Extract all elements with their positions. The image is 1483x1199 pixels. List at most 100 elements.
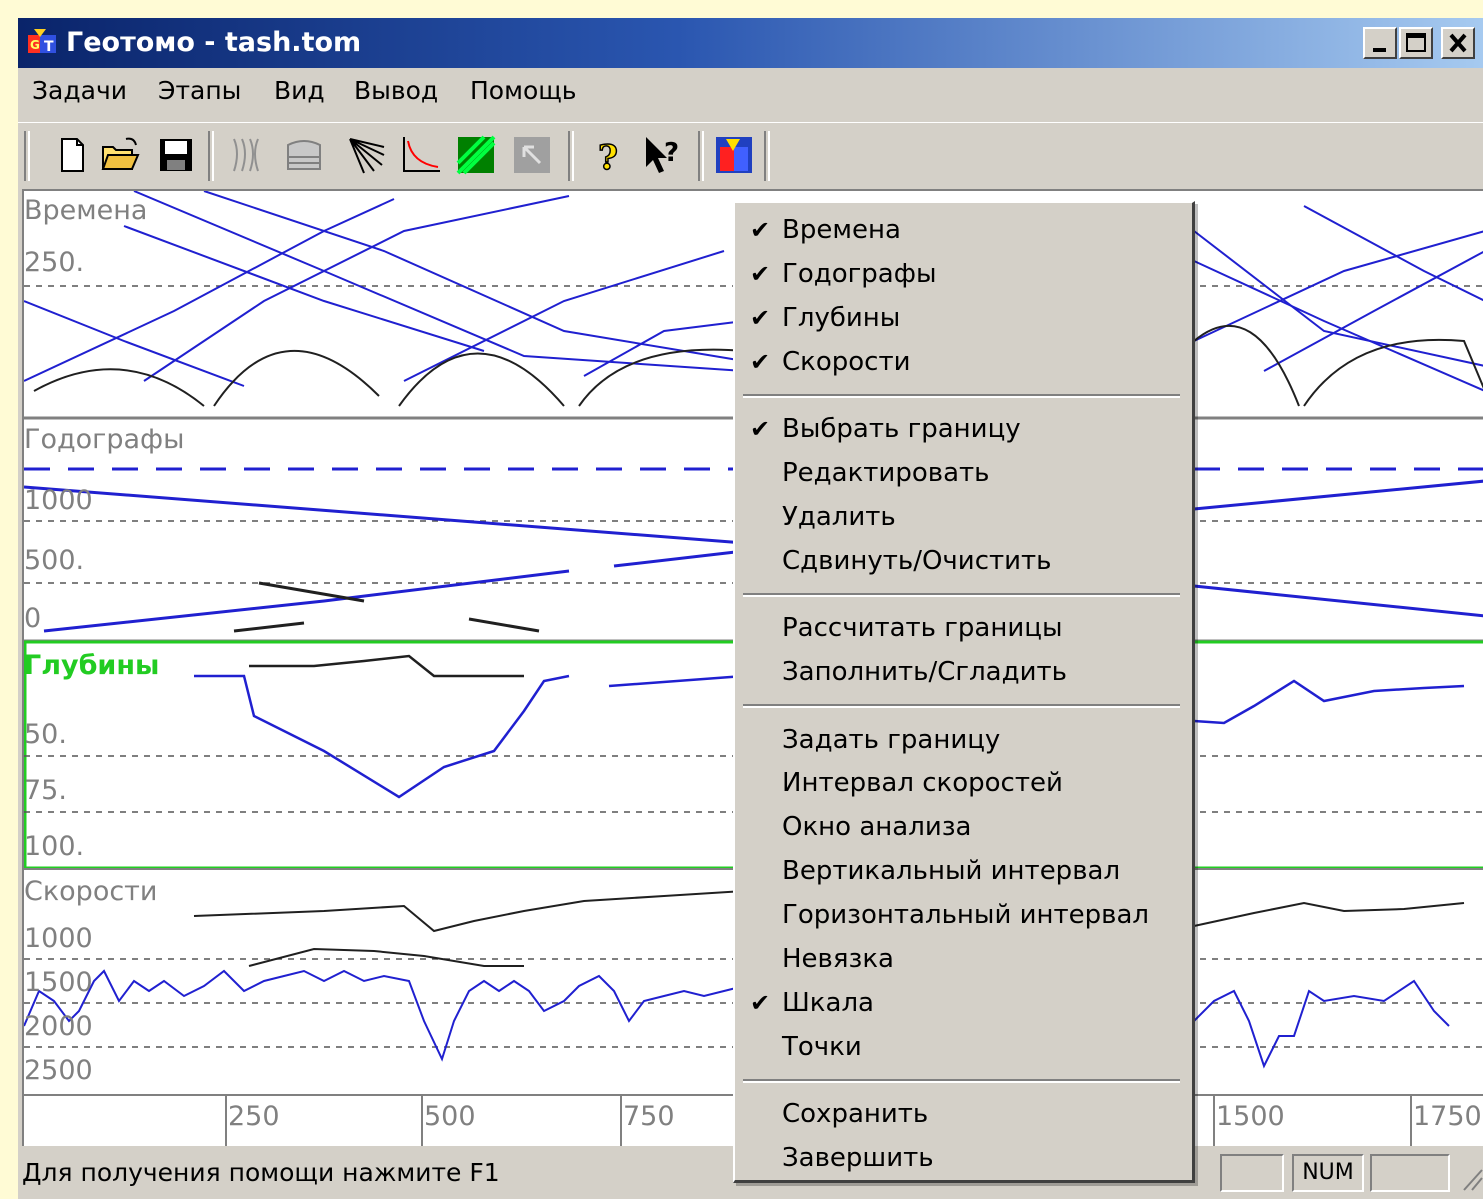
toolbar-separator (764, 131, 770, 181)
traveltime-curve-icon[interactable] (398, 133, 442, 177)
context-menu-item[interactable]: Задать границу (735, 719, 1190, 763)
context-menu-item[interactable]: ✔ Годографы (735, 253, 1190, 297)
context-menu-item[interactable]: Редактировать (735, 452, 1190, 496)
title-bar[interactable]: T G Геотомо - tash.tom (18, 18, 1483, 68)
velocities-tick: 2500 (24, 1055, 93, 1086)
menu-tasks[interactable]: Задачи (32, 76, 127, 105)
context-menu-item[interactable]: Точки (735, 1026, 1190, 1070)
window-title: Геотомо - tash.tom (66, 27, 362, 58)
close-button[interactable] (1441, 27, 1475, 59)
menu-stages[interactable]: Этапы (158, 76, 242, 105)
svg-text:?: ? (598, 138, 618, 177)
context-menu-item-label: Задать границу (782, 724, 1001, 755)
save-disk-icon[interactable] (154, 133, 198, 177)
context-menu-item-label: Невязка (782, 944, 894, 974)
context-menu-item-label: Годографы (782, 258, 937, 289)
context-menu-item[interactable]: Сохранить (735, 1093, 1190, 1137)
depth-curves (194, 654, 1465, 799)
new-document-icon[interactable] (50, 133, 94, 177)
context-menu-item[interactable]: ✔ Выбрать границу (735, 408, 1190, 452)
model-icon[interactable] (282, 133, 326, 177)
svg-text:T: T (44, 39, 54, 55)
x-axis-tick: 1750 (1413, 1101, 1482, 1132)
rays-icon[interactable] (224, 133, 268, 177)
traveltimes-panel-title: Годографы (24, 424, 185, 455)
context-help-icon[interactable]: ? (640, 133, 684, 177)
x-axis-tick: 750 (623, 1101, 675, 1132)
context-menu: ✔ Времена ✔ Годографы ✔ Глубины ✔ Скорости ✔ Выбр… (733, 201, 1195, 1183)
context-menu-item-label: Вертикальный интервал (782, 856, 1121, 887)
about-icon[interactable] (712, 133, 756, 177)
fan-icon[interactable] (344, 133, 388, 177)
context-menu-item[interactable]: Невязка (735, 938, 1190, 982)
checkmark-icon: ✔ (750, 415, 771, 444)
context-menu-item-label: Интервал скоростей (782, 768, 1063, 799)
status-pane-num: NUM (1292, 1154, 1364, 1192)
context-menu-item[interactable]: Заполнить/Сгладить (735, 651, 1190, 695)
depths-tick: 50. (24, 719, 67, 750)
velocities-tick: 1000 (24, 923, 93, 954)
x-axis-tick: 1500 (1216, 1101, 1285, 1132)
context-menu-item-label: Завершить (782, 1143, 934, 1174)
context-menu-item[interactable]: ✔ Скорости (735, 341, 1190, 385)
context-menu-item[interactable]: ✔ Времена (735, 209, 1190, 253)
velocities-panel-title: Скорости (24, 876, 158, 907)
checkmark-icon: ✔ (750, 259, 771, 288)
menu-help[interactable]: Помощь (470, 76, 577, 105)
maximize-icon (1406, 33, 1426, 52)
context-menu-item[interactable]: Вертикальный интервал (735, 850, 1190, 894)
context-menu-item[interactable]: Рассчитать границы (735, 607, 1190, 651)
times-panel-title: Времена (24, 195, 148, 226)
context-menu-item-label: Рассчитать границы (782, 613, 1063, 644)
context-menu-item-label: Горизонтальный интервал (782, 900, 1150, 931)
svg-text:?: ? (664, 138, 679, 168)
menu-separator (743, 1078, 1180, 1083)
times-curves (24, 191, 1483, 407)
menu-view[interactable]: Вид (274, 76, 325, 105)
toolbar: ? ? (18, 122, 1483, 187)
depths-panel-title: Глубины (24, 650, 160, 681)
context-menu-item[interactable]: Горизонтальный интервал (735, 894, 1190, 938)
context-menu-item[interactable]: Окно анализа (735, 806, 1190, 850)
context-menu-item-label: Окно анализа (782, 812, 972, 843)
traveltime-curves (24, 467, 1483, 633)
context-menu-item-label: Удалить (782, 501, 896, 532)
profile-plots (24, 191, 1483, 1146)
velocities-tick: 1500 (24, 967, 93, 998)
help-icon[interactable]: ? (586, 133, 630, 177)
status-pane-scroll (1370, 1154, 1450, 1192)
menu-bar: Задачи Этапы Вид Вывод Помощь (18, 70, 1483, 120)
velocity-curves (24, 890, 1465, 1069)
tomography-icon[interactable] (454, 133, 498, 177)
context-menu-item[interactable]: Сдвинуть/Очистить (735, 540, 1190, 584)
context-menu-item-label: Глубины (782, 302, 901, 333)
context-menu-item-label: Заполнить/Сгладить (782, 657, 1067, 688)
menu-separator (743, 704, 1180, 708)
minimize-button[interactable] (1363, 27, 1397, 59)
checkmark-icon: ✔ (750, 988, 771, 1017)
resize-grip-icon[interactable] (1458, 1164, 1483, 1194)
toolbar-grip (24, 131, 30, 181)
context-menu-item[interactable]: Интервал скоростей (735, 762, 1190, 806)
context-menu-item-label: Сохранить (782, 1099, 929, 1130)
open-folder-icon[interactable] (98, 133, 142, 177)
traveltimes-tick: 0 (24, 603, 42, 634)
context-menu-item[interactable]: ✔ Глубины (735, 297, 1190, 341)
checkmark-icon: ✔ (750, 303, 771, 332)
status-bar: Для получения помощи нажмите F1 NUM (18, 1146, 1483, 1199)
toolbar-separator (698, 131, 704, 181)
status-text: Для получения помощи нажмите F1 (22, 1158, 500, 1187)
toolbar-separator (208, 131, 214, 181)
depths-tick: 100. (24, 831, 85, 862)
toolbar-separator (568, 131, 574, 181)
context-menu-item[interactable]: ✔ Шкала (735, 982, 1190, 1026)
menu-output[interactable]: Вывод (354, 76, 439, 105)
geotomo-app-icon[interactable]: T G (26, 27, 60, 61)
context-menu-item-label: Выбрать границу (782, 414, 1021, 445)
export-icon[interactable] (510, 133, 554, 177)
context-menu-item[interactable]: Удалить (735, 496, 1190, 540)
depths-tick: 75. (24, 775, 67, 806)
checkmark-icon: ✔ (750, 347, 771, 376)
maximize-button[interactable] (1399, 27, 1433, 59)
context-menu-item[interactable]: Завершить (735, 1137, 1190, 1181)
